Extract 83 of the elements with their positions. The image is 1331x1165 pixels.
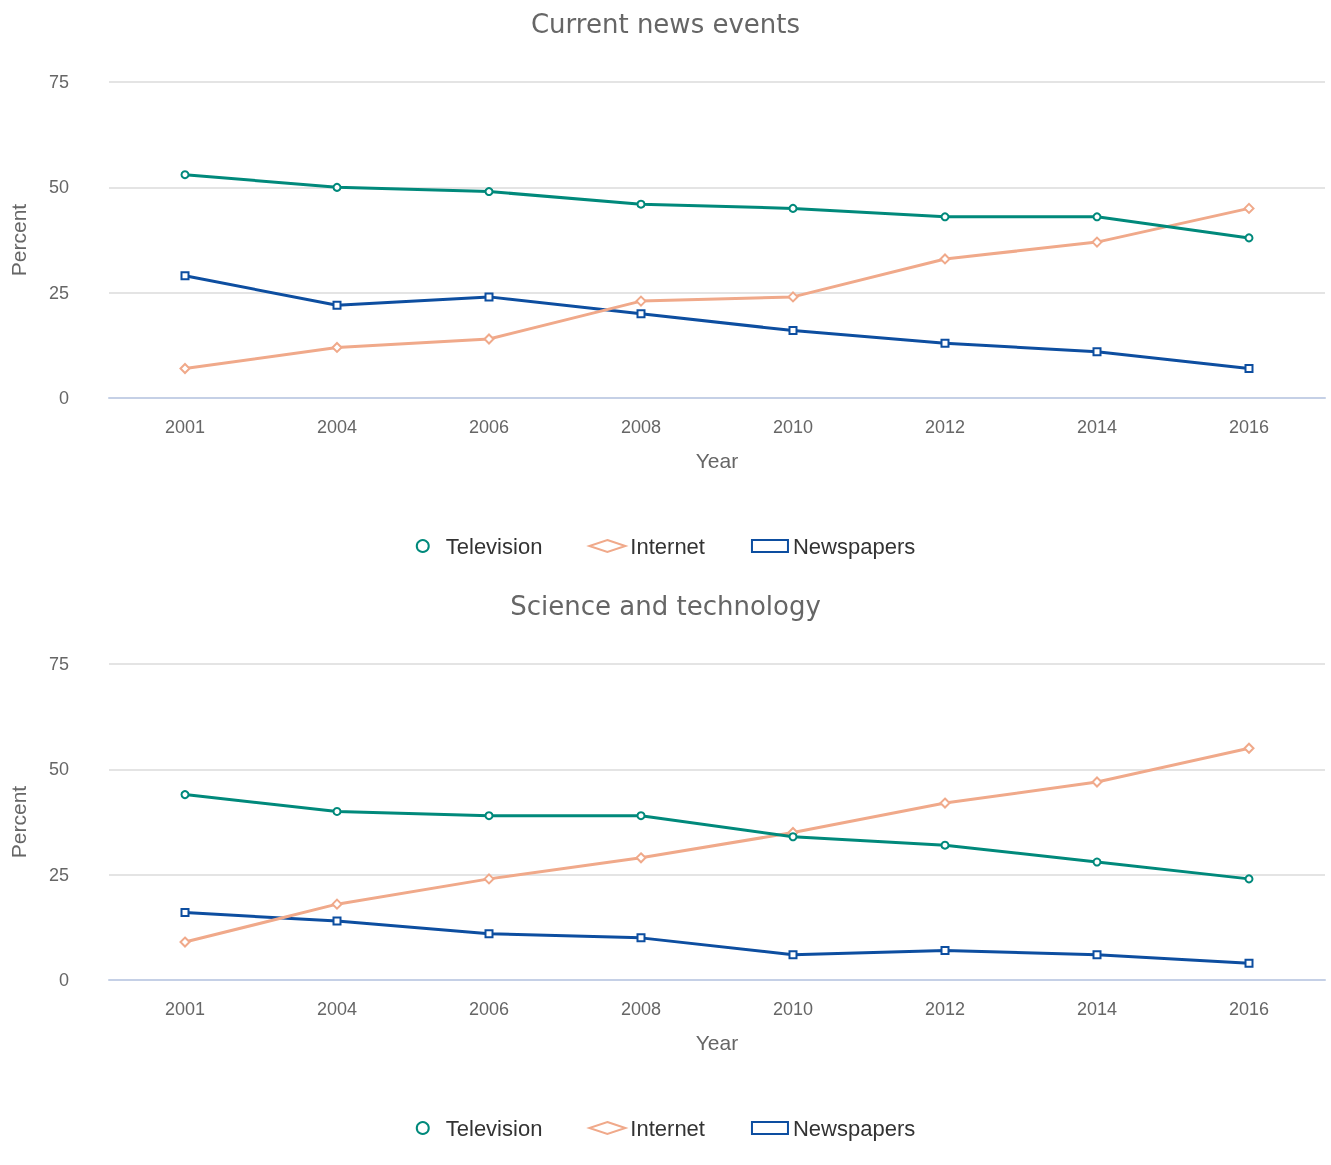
point xyxy=(483,333,495,345)
point xyxy=(179,363,191,375)
y-tick-label: 50 xyxy=(48,177,69,198)
point xyxy=(1244,364,1254,374)
point xyxy=(1244,233,1254,243)
point xyxy=(484,292,494,302)
point xyxy=(1092,347,1102,357)
chart-title: Current news events xyxy=(530,9,801,39)
point xyxy=(179,936,191,948)
point xyxy=(1244,958,1254,968)
point xyxy=(1244,874,1254,884)
point xyxy=(484,811,494,821)
point xyxy=(635,852,647,864)
point xyxy=(940,840,950,850)
x-tick-label: 2001 xyxy=(164,999,206,1019)
legend-label: Television xyxy=(445,1115,543,1141)
point xyxy=(180,170,190,180)
chart-title: Science and technology xyxy=(510,591,821,621)
point xyxy=(939,253,951,265)
x-tick-label: 2014 xyxy=(1076,999,1118,1019)
point xyxy=(939,797,951,809)
point xyxy=(787,291,799,303)
legend-label: Television xyxy=(445,533,543,559)
point xyxy=(1243,742,1255,754)
legend-label: Newspapers xyxy=(792,1115,916,1141)
point xyxy=(636,933,646,943)
x-tick-label: 2006 xyxy=(468,417,510,437)
point xyxy=(332,916,342,926)
point xyxy=(331,898,343,910)
point xyxy=(635,295,647,307)
x-tick-label: 2012 xyxy=(924,417,966,437)
point xyxy=(1243,202,1255,214)
y-tick-label: 0 xyxy=(58,388,69,408)
point xyxy=(331,341,343,353)
point xyxy=(788,950,798,960)
point xyxy=(484,187,494,197)
point xyxy=(332,300,342,310)
x-tick-label: 2006 xyxy=(468,999,510,1019)
x-axis-title: Year xyxy=(695,1031,739,1054)
y-axis-title: Percent xyxy=(7,203,30,277)
point xyxy=(1091,776,1103,788)
point xyxy=(788,203,798,213)
point xyxy=(1091,236,1103,248)
x-tick-label: 2001 xyxy=(164,417,206,437)
point xyxy=(940,212,950,222)
y-tick-label: 75 xyxy=(48,654,69,674)
point xyxy=(636,811,646,821)
point xyxy=(940,338,950,348)
point xyxy=(1092,212,1102,222)
y-tick-label: 25 xyxy=(48,282,69,303)
point xyxy=(332,182,342,192)
point xyxy=(180,271,190,281)
point xyxy=(484,929,494,939)
point xyxy=(180,908,190,918)
x-tick-label: 2014 xyxy=(1076,417,1118,437)
y-tick-label: 25 xyxy=(48,864,69,885)
x-tick-label: 2004 xyxy=(316,999,358,1019)
x-tick-label: 2016 xyxy=(1228,417,1270,437)
x-tick-label: 2010 xyxy=(772,999,814,1019)
point xyxy=(940,946,950,956)
point xyxy=(788,832,798,842)
point xyxy=(1092,857,1102,867)
legend-label: Newspapers xyxy=(792,533,916,559)
x-axis-title: Year xyxy=(695,449,739,472)
legend-label: Internet xyxy=(630,533,705,559)
x-tick-label: 2008 xyxy=(620,417,662,437)
point xyxy=(1092,950,1102,960)
x-tick-label: 2016 xyxy=(1228,999,1270,1019)
point xyxy=(636,309,646,319)
y-tick-label: 50 xyxy=(48,759,69,780)
legend-label: Internet xyxy=(630,1115,705,1141)
y-axis-title: Percent xyxy=(7,785,30,859)
y-tick-label: 75 xyxy=(48,72,69,92)
x-tick-label: 2008 xyxy=(620,999,662,1019)
x-tick-label: 2012 xyxy=(924,999,966,1019)
point xyxy=(483,873,495,885)
point xyxy=(180,790,190,800)
point xyxy=(636,199,646,209)
x-tick-label: 2010 xyxy=(772,417,814,437)
y-tick-label: 0 xyxy=(58,970,69,990)
x-tick-label: 2004 xyxy=(316,417,358,437)
point xyxy=(332,806,342,816)
point xyxy=(788,326,798,336)
